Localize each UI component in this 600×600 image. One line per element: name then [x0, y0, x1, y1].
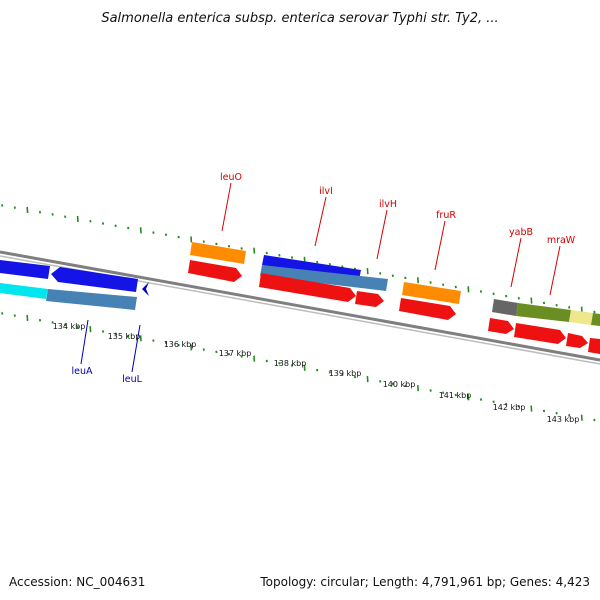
- gene-label-fruR: fruR: [436, 210, 456, 221]
- feature-leuL: [142, 282, 149, 296]
- summary-text: Topology: circular; Length: 4,791,961 bp…: [259, 575, 590, 589]
- leader-ilvH: [376, 209, 388, 260]
- tick-labels: 134 kbp 135 kbp 136 kbp 137 kbp 138 kbp 139 k…: [53, 322, 580, 424]
- feature-orange-leuO: [190, 242, 246, 264]
- inner-tick-track: [1, 312, 596, 422]
- reverse-strand-features: [0, 260, 149, 310]
- gene-label-leuA: leuA: [71, 366, 93, 377]
- gene-label-ilvI: ilvI: [319, 186, 333, 197]
- feature-red-6: [514, 323, 566, 344]
- map-title: Salmonella enterica subsp. enterica sero…: [101, 11, 498, 26]
- tick-label: 142 kbp: [493, 403, 526, 412]
- feature-cyan: [0, 283, 48, 299]
- tick-label: 140 kbp: [383, 380, 416, 389]
- feature-olive-mraW: [516, 303, 571, 322]
- leader-leuO: [221, 182, 232, 232]
- tick-label: 135 kbp: [108, 332, 141, 341]
- feature-red-1: [188, 260, 242, 282]
- gene-label-ilvH: ilvH: [379, 199, 397, 210]
- gene-label-leuL: leuL: [122, 374, 143, 385]
- backbone-line-upper: [0, 250, 600, 362]
- tick-label: 136 kbp: [164, 340, 197, 349]
- feature-red-3: [355, 291, 384, 307]
- leader-leuL: [131, 324, 141, 373]
- tick-label: 143 kbp: [547, 415, 580, 424]
- feature-steel-ilvH: [260, 265, 388, 291]
- forward-strand-features: [188, 242, 600, 354]
- feature-khaki: [569, 310, 593, 325]
- feature-red-2: [259, 273, 356, 302]
- leader-fruR: [434, 220, 446, 271]
- feature-orange-fruR: [402, 282, 461, 304]
- leader-leuA: [80, 319, 89, 365]
- tick-label: 137 kbp: [219, 349, 252, 358]
- tick-label: 139 kbp: [329, 369, 362, 378]
- feature-olive-2: [591, 313, 600, 326]
- tick-label: 138 kbp: [274, 359, 307, 368]
- feature-red-5: [488, 318, 514, 334]
- accession-text: Accession: NC_004631: [9, 575, 145, 589]
- gene-label-mraW: mraW: [547, 235, 576, 246]
- tick-label: 141 kbp: [439, 391, 472, 400]
- feature-steel-1: [46, 289, 137, 310]
- gene-label-yabB: yabB: [509, 227, 533, 238]
- leader-ilvI: [314, 196, 327, 247]
- leader-mraW: [549, 245, 561, 296]
- gene-label-leuO: leuO: [220, 172, 242, 183]
- feature-red-7: [566, 333, 588, 348]
- feature-blue-1: [0, 260, 50, 279]
- feature-red-4: [399, 298, 456, 320]
- feature-blue-leuA: [51, 267, 138, 292]
- tick-label: 134 kbp: [53, 322, 86, 331]
- feature-red-8: [588, 338, 600, 354]
- leader-yabB: [510, 237, 522, 288]
- gene-leader-lines: [80, 182, 561, 373]
- gene-labels: leuO ilvI ilvH fruR yabB mraW leuA leuL: [71, 172, 575, 385]
- feature-gray-yabB: [492, 299, 518, 316]
